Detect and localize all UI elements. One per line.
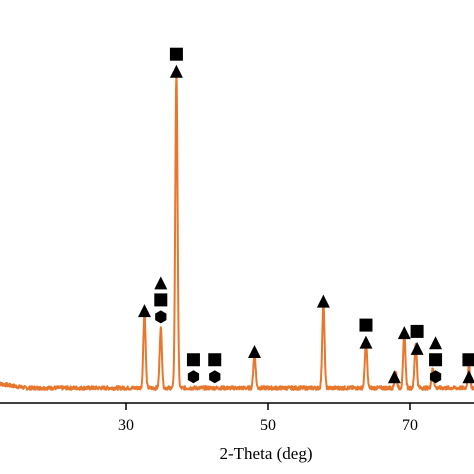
square-marker-icon (410, 324, 424, 338)
triangle-marker-icon (359, 335, 373, 349)
square-marker-icon (169, 47, 183, 61)
x-axis-label: 2-Theta (deg) (220, 444, 313, 463)
triangle-marker-icon (462, 370, 474, 384)
square-marker-icon (462, 353, 474, 367)
triangle-marker-icon (154, 276, 168, 290)
triangle-marker-icon (316, 294, 330, 308)
x-axis-ticks: 30 50 70 (118, 403, 418, 434)
square-marker-icon (208, 353, 222, 367)
hexagon-marker-icon (209, 370, 221, 384)
phase-marker-layer (137, 47, 474, 384)
hexagon-marker-icon (429, 370, 442, 384)
square-marker-icon (359, 318, 373, 332)
plot-area (0, 72, 474, 391)
triangle-marker-icon (387, 370, 401, 384)
x-tick-label: 30 (118, 417, 134, 434)
triangle-marker-icon (248, 345, 262, 359)
hexagon-marker-icon (155, 310, 167, 324)
triangle-marker-icon (137, 304, 151, 318)
x-tick-label: 50 (260, 417, 276, 434)
triangle-marker-icon (397, 326, 411, 340)
hexagon-marker-icon (187, 370, 200, 384)
triangle-marker-icon (429, 336, 443, 350)
triangle-marker-icon (410, 341, 424, 355)
x-tick-label: 70 (402, 417, 418, 434)
triangle-marker-icon (169, 64, 183, 78)
square-marker-icon (186, 353, 200, 367)
xrd-pattern-line (0, 72, 474, 391)
square-marker-icon (429, 353, 443, 367)
square-marker-icon (154, 293, 168, 307)
